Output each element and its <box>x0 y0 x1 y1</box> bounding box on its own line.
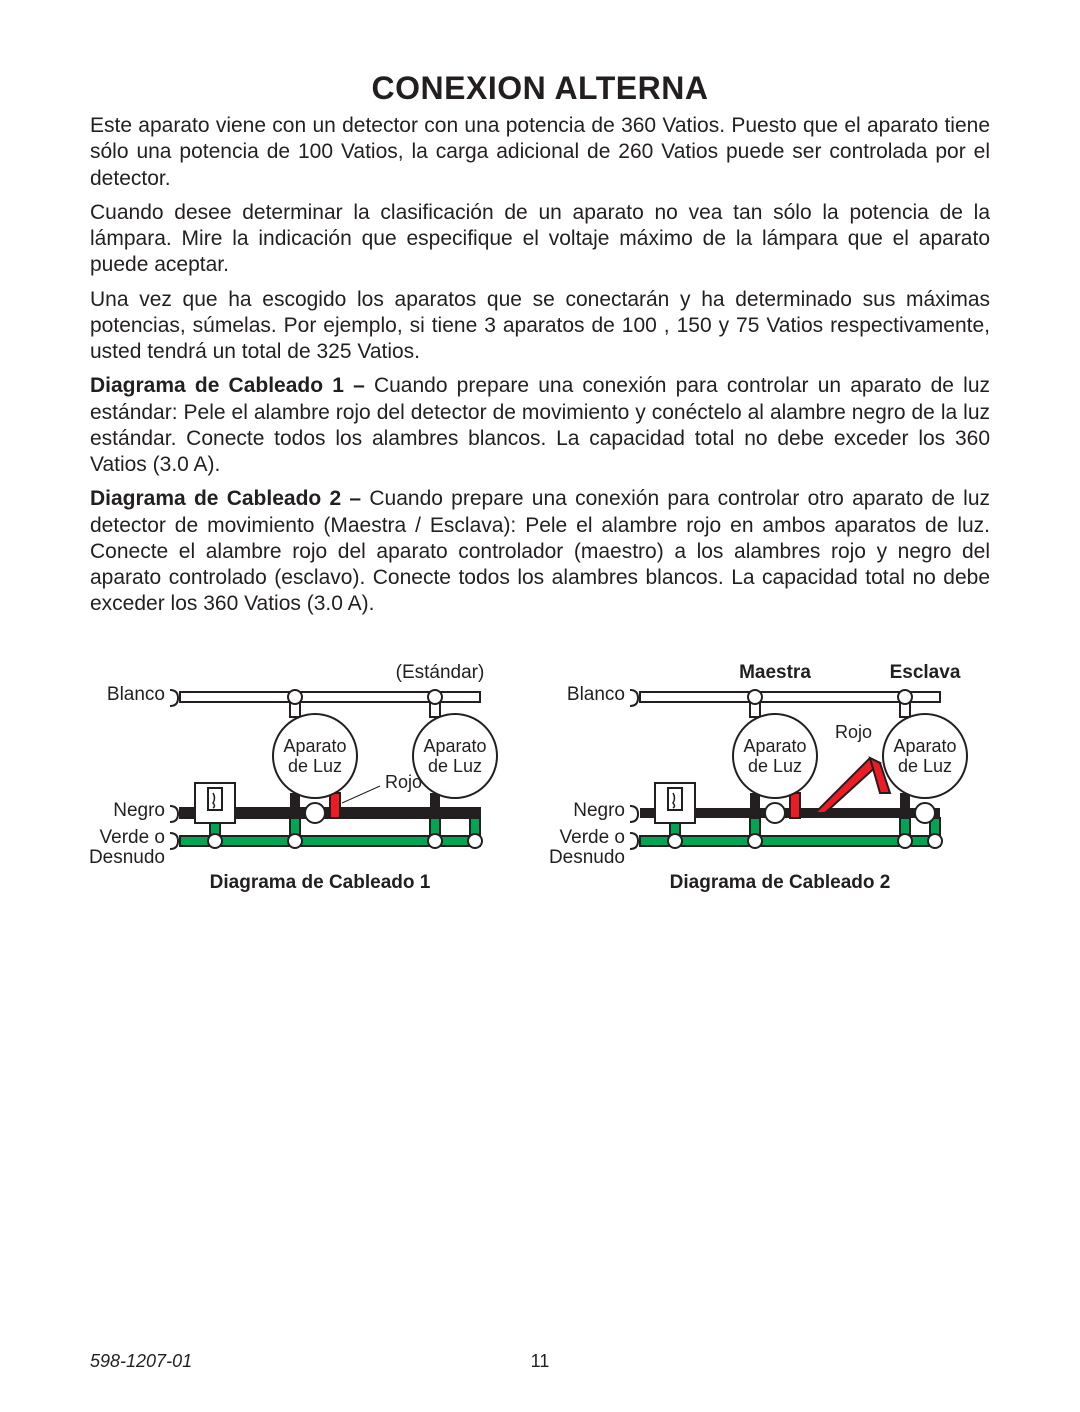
fixture-label-deluz: de Luz <box>748 756 802 776</box>
fixture-label-aparato: Aparato <box>743 736 806 756</box>
label-negro: Negro <box>573 800 625 821</box>
wire-green <box>640 836 940 846</box>
d2-label: Diagrama de Cableado 2 – <box>90 487 369 510</box>
footer-docnum: 598-1207-01 <box>90 1351 192 1371</box>
label-esclava: Esclava <box>890 662 961 683</box>
diagrams-container: (Estándar) Blanco Negro Verde o Desnudo <box>90 658 990 918</box>
wire-white <box>640 692 940 702</box>
wiring-diagram-1: (Estándar) Blanco Negro Verde o Desnudo <box>90 658 530 918</box>
wire-red <box>330 793 340 818</box>
paragraph-d2: Diagrama de Cableado 2 – Cuando prepare … <box>90 486 990 617</box>
wire-nut <box>428 690 442 704</box>
page-title: CONEXION ALTERNA <box>90 70 990 107</box>
label-desnudo: Desnudo <box>550 847 625 868</box>
footer-pagenum: 11 <box>531 1351 550 1372</box>
brace-icon <box>170 833 178 849</box>
wire-nut <box>288 834 302 848</box>
paragraph-2: Cuando desee determinar la clasificación… <box>90 200 990 279</box>
wire-nut <box>928 834 942 848</box>
wire-nut <box>748 690 762 704</box>
brace-icon <box>630 833 638 849</box>
fixture-label-aparato: Aparato <box>423 736 486 756</box>
wire-nut <box>898 834 912 848</box>
sensor-icon <box>305 803 325 823</box>
label-blanco: Blanco <box>107 684 165 705</box>
paragraph-d1: Diagrama de Cableado 1 – Cuando prepare … <box>90 373 990 478</box>
wire-red-master <box>790 793 800 818</box>
wire-red-diagonal <box>815 758 880 813</box>
paragraph-3: Una vez que ha escogido los aparatos que… <box>90 287 990 366</box>
wire-nut <box>288 690 302 704</box>
label-verde: Verde o <box>100 827 166 848</box>
wiring-diagram-2: Maestra Esclava Blanco Negro Verde o Des… <box>550 658 990 918</box>
diagram-2-caption: Diagrama de Cableado 2 <box>670 872 891 893</box>
label-desnudo: Desnudo <box>90 847 165 868</box>
fixture-label-deluz: de Luz <box>288 756 342 776</box>
fixture-label-deluz: de Luz <box>428 756 482 776</box>
wire-nut <box>668 834 682 848</box>
brace-icon <box>630 806 638 822</box>
brace-icon <box>170 690 178 706</box>
label-maestra: Maestra <box>739 662 811 683</box>
leader-line <box>342 786 380 803</box>
fixture-label-aparato: Aparato <box>893 736 956 756</box>
label-estandar: (Estándar) <box>396 662 485 683</box>
label-rojo: Rojo <box>385 772 422 792</box>
fixture-label-deluz: de Luz <box>898 756 952 776</box>
fixture-label-aparato: Aparato <box>283 736 346 756</box>
wire-nut <box>748 834 762 848</box>
page-footer: 598-1207-01 11 <box>90 1351 990 1372</box>
wire-nut <box>428 834 442 848</box>
brace-icon <box>170 806 178 822</box>
paragraph-1: Este aparato viene con un detector con u… <box>90 113 990 192</box>
wire-nut <box>468 834 482 848</box>
diagram-1-caption: Diagrama de Cableado 1 <box>210 872 431 893</box>
label-rojo: Rojo <box>835 722 872 742</box>
wire-nut <box>208 834 222 848</box>
label-verde: Verde o <box>560 827 626 848</box>
label-negro: Negro <box>113 800 165 821</box>
label-blanco: Blanco <box>567 684 625 705</box>
sensor-icon <box>915 803 935 823</box>
brace-icon <box>630 690 638 706</box>
d1-label: Diagrama de Cableado 1 – <box>90 374 374 397</box>
wire-nut <box>898 690 912 704</box>
sensor-icon <box>765 803 785 823</box>
